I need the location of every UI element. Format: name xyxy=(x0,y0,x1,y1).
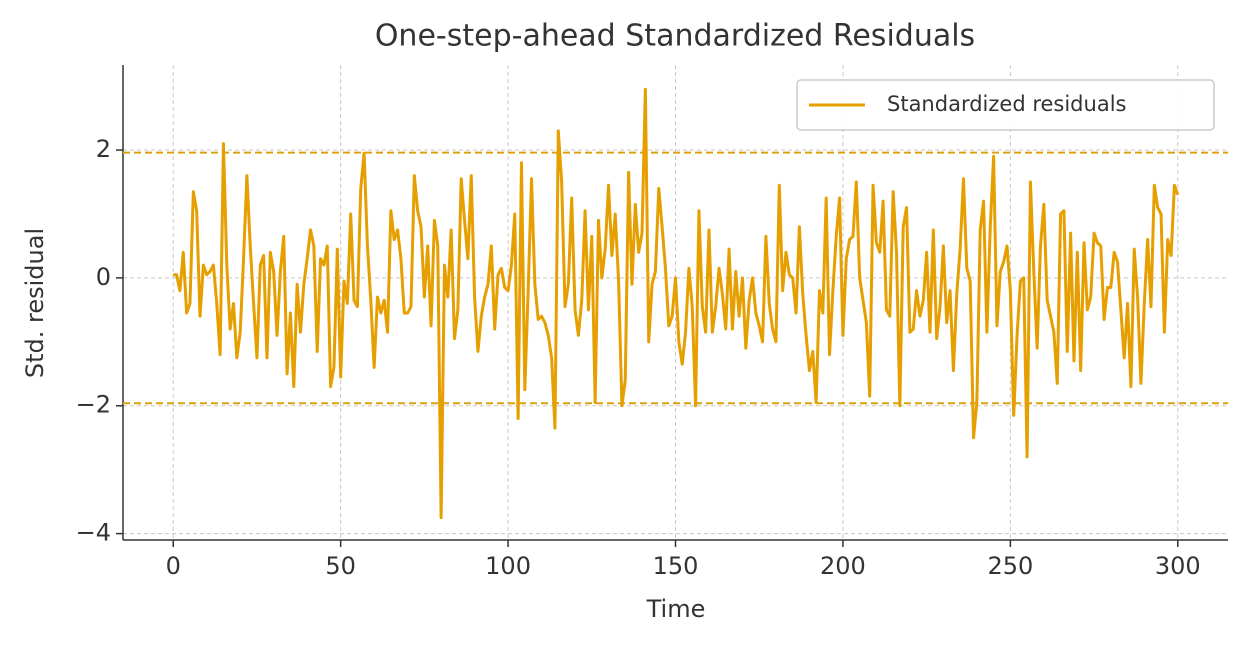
x-tick-label: 100 xyxy=(485,552,531,580)
x-tick-label: 200 xyxy=(820,552,866,580)
x-tick-label: 300 xyxy=(1155,552,1201,580)
data-line xyxy=(173,87,1180,520)
x-tick-label: 50 xyxy=(325,552,356,580)
y-tick-label: 0 xyxy=(96,263,111,291)
y-tick-label: −2 xyxy=(76,391,111,419)
legend-label: Standardized residuals xyxy=(887,92,1126,116)
x-tick-label: 150 xyxy=(653,552,699,580)
x-axis-label: Time xyxy=(646,595,706,623)
chart-title: One-step-ahead Standardized Residuals xyxy=(375,19,975,54)
y-tick-label: 2 xyxy=(96,135,111,163)
y-axis-label: Std. residual xyxy=(21,228,49,378)
x-tick-label: 0 xyxy=(166,552,181,580)
legend-box xyxy=(796,79,1215,131)
x-tick-label: 250 xyxy=(987,552,1033,580)
y-tick-label: −4 xyxy=(76,519,111,547)
